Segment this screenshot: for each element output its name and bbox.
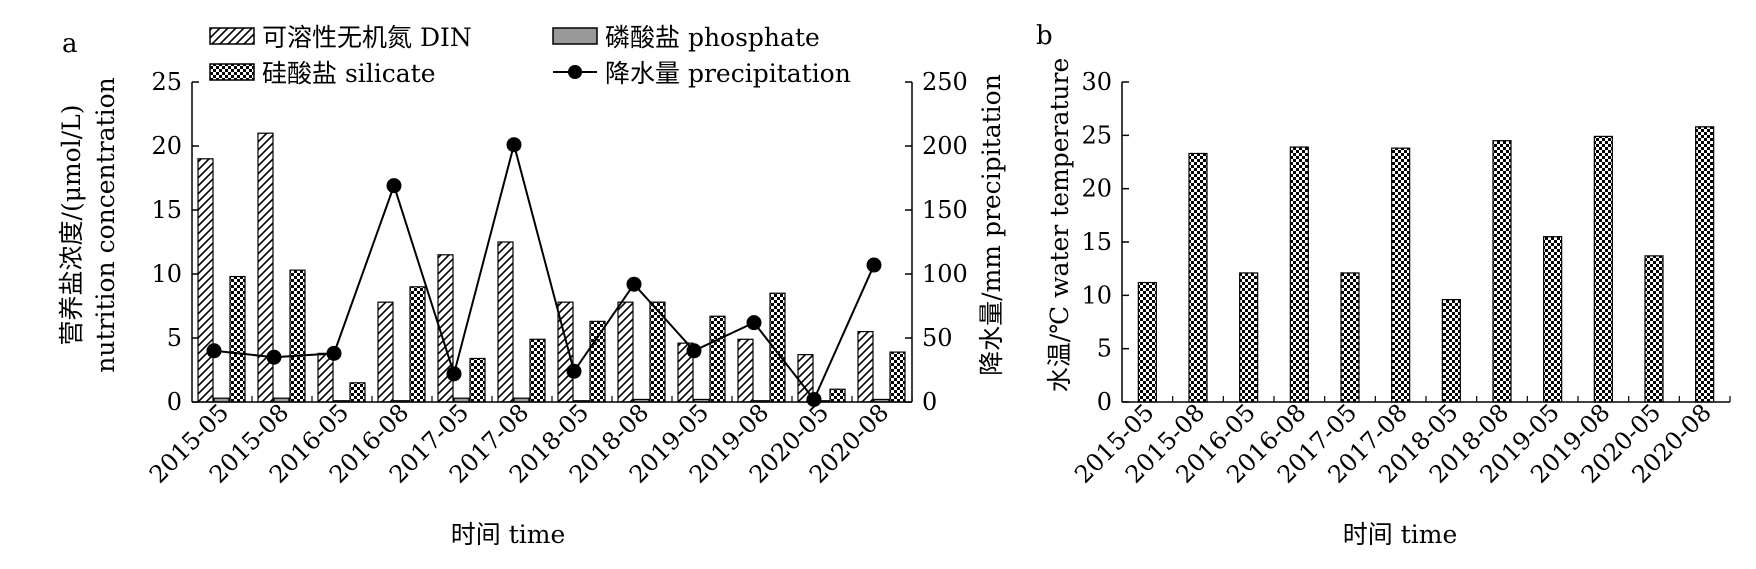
precipitation-point-2019-08 [746, 315, 762, 331]
y-tick-label-a-5: 5 [167, 324, 182, 352]
water-temperature-bars [1137, 126, 1715, 403]
din-bar-2017-08 [497, 241, 514, 403]
precipitation-point-2019-05 [686, 343, 702, 359]
y-tick-label-b-0: 0 [1097, 388, 1112, 416]
y-ticks-a: 0 5 10 15 20 25 [151, 68, 199, 416]
precipitation-point-2016-05 [326, 345, 342, 361]
water-temp-bar-2017-05 [1340, 272, 1360, 403]
axes-b [1121, 82, 1730, 403]
chart-panel-b: 0 5 10 15 20 25 30 2015-052015-082016-052016-0… [1045, 58, 1731, 549]
y-axis-label-a-line1: 营养盐浓度/(μmol/L) [57, 105, 86, 346]
y-tick-label-a-15: 15 [151, 196, 182, 224]
precipitation-line [206, 137, 882, 407]
legend-label-precip: 降水量 precipitation [605, 59, 851, 88]
precipitation-polyline [213, 140, 875, 402]
silicate-bar-2015-05 [229, 275, 246, 403]
x-ticks-a: 2015-052015-082016-052016-082017-052017-… [144, 396, 913, 489]
silicate-bar-2016-05 [349, 382, 366, 403]
precipitation-point-2020-05 [806, 391, 822, 407]
silicate-bars [229, 269, 906, 403]
legend-swatch-silicate [209, 63, 255, 81]
y-tick-label-right-a-100: 100 [922, 260, 968, 288]
water-temp-bar-2015-08 [1188, 152, 1208, 403]
silicate-bar-2020-08 [889, 351, 906, 403]
y-tick-label-a-25: 25 [151, 68, 182, 96]
silicate-bar-2017-08 [529, 338, 546, 403]
precipitation-point-2015-05 [206, 343, 222, 359]
y-tick-label-b-5: 5 [1097, 335, 1112, 363]
y-tick-label-right-a-250: 250 [922, 68, 968, 96]
silicate-bar-2015-08 [289, 269, 306, 403]
din-bar-2020-08 [857, 331, 874, 403]
precipitation-point-2018-05 [566, 363, 582, 379]
din-bar-2019-08 [737, 338, 754, 403]
din-bar-2018-08 [617, 301, 634, 403]
water-temp-bar-2015-05 [1137, 281, 1157, 403]
y-tick-label-right-a-150: 150 [922, 196, 968, 224]
legend: 可溶性无机氮 DIN 磷酸盐 phosphate 硅酸盐 silicate 降水… [209, 23, 851, 88]
din-bar-2016-08 [377, 301, 394, 403]
y-ticks-b: 0 5 10 15 20 25 30 [1081, 68, 1129, 416]
y-tick-label-b-25: 25 [1081, 121, 1112, 149]
water-temp-bar-2016-05 [1239, 272, 1259, 403]
y-tick-label-b-30: 30 [1081, 68, 1112, 96]
silicate-bar-2016-08 [409, 286, 426, 403]
silicate-bar-2018-05 [589, 320, 606, 403]
y-tick-label-b-10: 10 [1081, 281, 1112, 309]
precipitation-point-2017-05 [446, 366, 462, 382]
din-bar-2015-05 [197, 158, 214, 403]
silicate-bar-2019-05 [709, 315, 726, 403]
y-axis-label-b: 水温/℃ water temperature [1045, 58, 1074, 392]
silicate-bar-2017-05 [469, 357, 486, 403]
silicate-bar-2020-05 [829, 388, 846, 403]
y-tick-label-a-10: 10 [151, 260, 182, 288]
x-axis-label-a: 时间 time [451, 520, 566, 549]
x-axis-label-b: 时间 time [1343, 520, 1458, 549]
x-ticks-b: 2015-052015-082016-052016-082017-052017-… [1069, 396, 1731, 489]
legend-label-phosphate: 磷酸盐 phosphate [605, 23, 820, 52]
water-temp-bar-2019-08 [1593, 135, 1613, 403]
water-temp-bar-2018-05 [1441, 299, 1461, 403]
y-axis-label-a-line2: nutrition concentration [91, 77, 120, 372]
legend-swatch-precip-dot [568, 65, 582, 79]
y-ticks-right-a: 0 50 100 150 200 250 [905, 68, 968, 416]
panel-label-a: a [62, 29, 78, 59]
y-tick-label-b-20: 20 [1081, 175, 1112, 203]
precipitation-point-2015-08 [266, 349, 282, 365]
y-tick-label-a-0: 0 [167, 388, 182, 416]
panel-label-b: b [1036, 21, 1053, 51]
water-temp-bar-2016-08 [1289, 146, 1309, 403]
precipitation-point-2016-08 [386, 178, 402, 194]
water-temp-bar-2018-08 [1492, 140, 1512, 403]
water-temp-bar-2019-05 [1543, 236, 1563, 403]
y-tick-label-right-a-200: 200 [922, 132, 968, 160]
din-bar-2016-05 [317, 352, 334, 403]
water-temp-bar-2020-08 [1695, 126, 1715, 403]
y-tick-label-a-20: 20 [151, 132, 182, 160]
legend-swatch-phosphate [552, 27, 598, 45]
water-temp-bar-2017-08 [1391, 147, 1411, 403]
precipitation-point-2017-08 [506, 137, 522, 153]
legend-label-din: 可溶性无机氮 DIN [262, 23, 472, 52]
precipitation-point-2020-08 [866, 257, 882, 273]
legend-label-silicate: 硅酸盐 silicate [262, 59, 436, 88]
chart-panel-a: 0 5 10 15 20 25 0 50 100 150 200 250 2015-052015-0… [57, 68, 1006, 549]
precipitation-point-2018-08 [626, 276, 642, 292]
y-tick-label-right-a-50: 50 [922, 324, 953, 352]
y-tick-label-right-a-0: 0 [922, 388, 937, 416]
din-bars [197, 132, 874, 403]
y-axis-label-right-a: 降水量/mm precipitation [977, 74, 1006, 376]
y-tick-label-b-15: 15 [1081, 228, 1112, 256]
legend-swatch-din [209, 27, 255, 45]
water-temp-bar-2020-05 [1644, 255, 1664, 403]
